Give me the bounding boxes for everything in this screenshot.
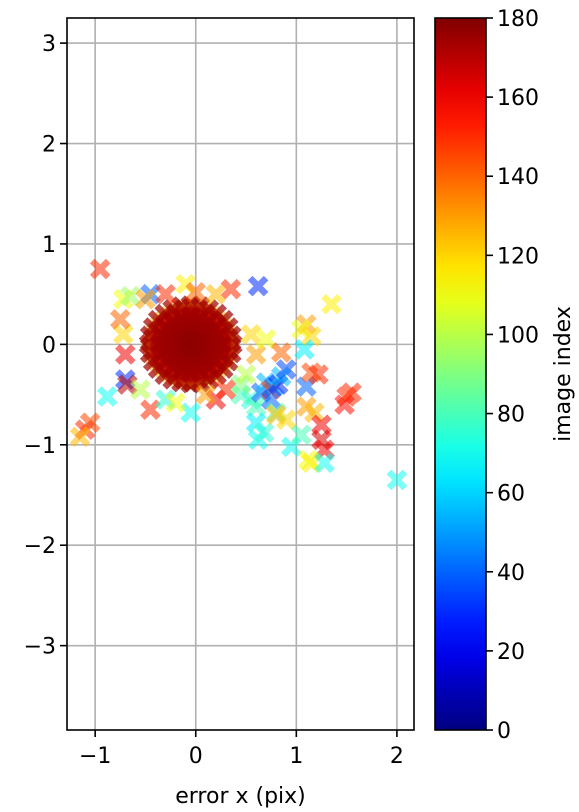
scatter-point (270, 342, 292, 363)
plot-frame (66, 17, 415, 731)
colorbar-tick-label: 20 (497, 640, 525, 665)
scatter-point (301, 326, 322, 347)
cluster-edge-marker (221, 325, 242, 347)
scatter-point (205, 283, 227, 305)
scatter-point (135, 288, 156, 310)
colorbar-tick-label: 100 (497, 323, 539, 348)
y-tick-label: −2 (24, 534, 56, 559)
scatter-point (240, 324, 262, 345)
colorbar-tick-label: 80 (497, 403, 525, 428)
x-tick-label: 0 (189, 744, 203, 769)
colorbar-ticks: 0 20 40 60 80 100 120 140 160 180 (486, 7, 539, 744)
central-cluster (138, 295, 243, 394)
scatter-point (314, 452, 335, 474)
x-tick-label: 1 (289, 744, 303, 769)
scatter-point (294, 339, 315, 360)
scatter-point (321, 293, 342, 315)
colorbar-tick-label: 120 (497, 244, 539, 269)
scatter-point (69, 426, 91, 448)
scatter-point (275, 409, 297, 430)
y-tick-label: 3 (42, 32, 56, 57)
scatter-point (245, 396, 267, 417)
y-tick-label: −1 (24, 434, 56, 459)
scatter-point (180, 402, 202, 423)
y-tick-label: −3 (24, 635, 56, 660)
x-axis-label: error x (pix) (175, 784, 306, 809)
x-axis-ticks: −1 0 1 2 (79, 730, 404, 769)
scatter-point (341, 382, 362, 403)
colorbar-tick-label: 40 (497, 561, 525, 586)
scatter-point (140, 399, 161, 420)
scatter-point (185, 281, 207, 303)
colorbar-tick-label: 140 (497, 165, 539, 190)
y-axis-ticks: 3 2 1 0 −1 −2 −3 (24, 32, 67, 660)
colorbar (434, 17, 487, 731)
scatter-point (113, 324, 134, 345)
colorbar-tick-label: 180 (497, 7, 539, 32)
scatter-point (235, 364, 257, 385)
scatter-point (195, 384, 217, 405)
y-tick-label: 0 (42, 333, 56, 358)
scatter-point (247, 275, 269, 297)
scatter-point (253, 422, 275, 444)
scatter-point (115, 344, 136, 365)
colorbar-tick-label: 0 (497, 719, 511, 744)
scatter-point (386, 469, 408, 491)
scatter-points (69, 258, 408, 491)
x-tick-label: −1 (79, 744, 111, 769)
scatter-point (334, 394, 355, 415)
scatter-point (215, 379, 237, 400)
cluster-core (145, 302, 236, 387)
scatter-point (120, 285, 141, 307)
scatter-point (304, 402, 325, 423)
x-tick-label: 2 (390, 744, 404, 769)
scatter-point (117, 374, 138, 395)
colorbar-tick-label: 160 (497, 86, 539, 111)
scatter-point (110, 308, 131, 330)
colorbar-label: image index (551, 306, 576, 442)
y-tick-label: 1 (42, 233, 56, 258)
scatter-point (291, 424, 312, 446)
colorbar-tick-label: 60 (497, 482, 525, 507)
scatter-point (96, 386, 118, 407)
y-tick-label: 2 (42, 133, 56, 158)
scatter-point (155, 283, 176, 305)
scatter-point (89, 258, 111, 280)
scatter-point (260, 389, 282, 410)
scatter-point (165, 392, 186, 413)
scatter-point (220, 278, 242, 300)
scatter-point (308, 364, 329, 385)
scatter-point (275, 359, 297, 380)
grid-lines (67, 18, 414, 730)
scatter-point (255, 329, 277, 350)
scatter-point (130, 379, 151, 400)
scatter-point (245, 344, 267, 365)
